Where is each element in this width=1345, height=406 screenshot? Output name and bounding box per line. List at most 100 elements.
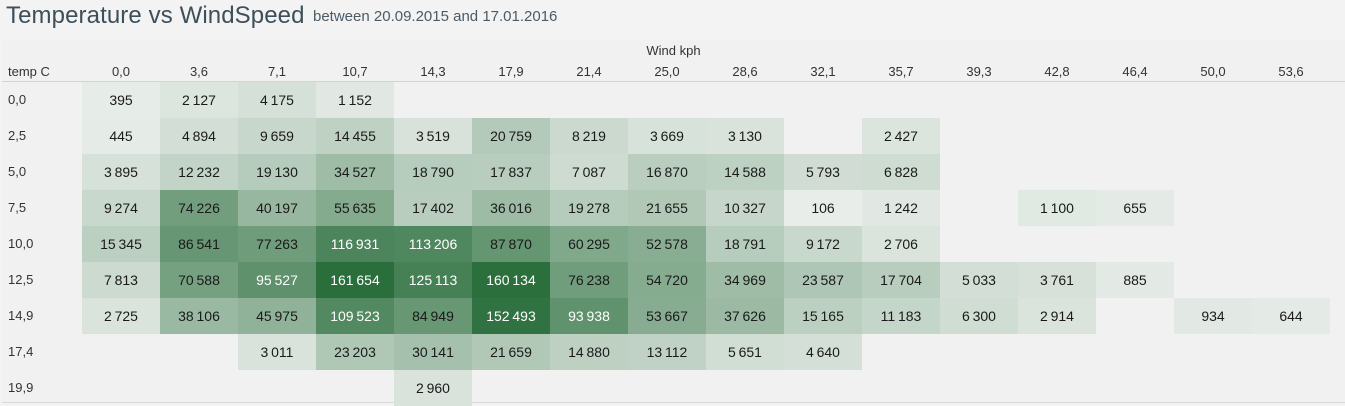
- heatmap-cell[interactable]: 53 667: [628, 298, 706, 334]
- heatmap-cell[interactable]: 19 130: [238, 154, 316, 190]
- heatmap-cell[interactable]: 934: [1174, 298, 1252, 334]
- heatmap-cell[interactable]: 7 813: [82, 262, 160, 298]
- heatmap-cell[interactable]: 6 828: [862, 154, 940, 190]
- heatmap-cell[interactable]: 38 106: [160, 298, 238, 334]
- heatmap-cell[interactable]: 116 931: [316, 226, 394, 262]
- heatmap-cell[interactable]: 9 274: [82, 190, 160, 226]
- heatmap-cell[interactable]: 36 016: [472, 190, 550, 226]
- heatmap-cell[interactable]: 9 659: [238, 118, 316, 154]
- heatmap-cell[interactable]: 54 720: [628, 262, 706, 298]
- heatmap-cell[interactable]: 12 232: [160, 154, 238, 190]
- y-tick-label: 10,0: [8, 236, 34, 251]
- heatmap-cell[interactable]: 52 578: [628, 226, 706, 262]
- heatmap-cell[interactable]: 655: [1096, 190, 1174, 226]
- x-tick-label: 7,1: [267, 64, 287, 79]
- heatmap-cell[interactable]: 70 588: [160, 262, 238, 298]
- y-tick-label: 17,4: [8, 344, 34, 359]
- heatmap-cell[interactable]: 14 880: [550, 334, 628, 370]
- heatmap-cell[interactable]: 2 725: [82, 298, 160, 334]
- heatmap-cell[interactable]: 14 588: [706, 154, 784, 190]
- heatmap-cell[interactable]: 2 914: [1018, 298, 1096, 334]
- heatmap-cell[interactable]: 395: [82, 82, 160, 118]
- heatmap-cell[interactable]: 1 100: [1018, 190, 1096, 226]
- heatmap-cell[interactable]: 4 640: [784, 334, 862, 370]
- heatmap-cell[interactable]: 113 206: [394, 226, 472, 262]
- heatmap-cell[interactable]: 3 669: [628, 118, 706, 154]
- heatmap-cell[interactable]: 30 141: [394, 334, 472, 370]
- heatmap-cell[interactable]: 17 402: [394, 190, 472, 226]
- x-tick-label: 21,4: [576, 64, 602, 79]
- heatmap-cell[interactable]: 18 791: [706, 226, 784, 262]
- heatmap-cell[interactable]: 18 790: [394, 154, 472, 190]
- heatmap-cell[interactable]: 86 541: [160, 226, 238, 262]
- heatmap-cell[interactable]: 2 706: [862, 226, 940, 262]
- heatmap-cell[interactable]: 13 112: [628, 334, 706, 370]
- heatmap-cell[interactable]: 11 183: [862, 298, 940, 334]
- heatmap-cell[interactable]: 4 894: [160, 118, 238, 154]
- heatmap-cell[interactable]: 45 975: [238, 298, 316, 334]
- heatmap-cell[interactable]: 644: [1252, 298, 1330, 334]
- heatmap-cell[interactable]: 6 300: [940, 298, 1018, 334]
- heatmap-cell[interactable]: 34 527: [316, 154, 394, 190]
- heatmap-cell[interactable]: 93 938: [550, 298, 628, 334]
- heatmap-cell[interactable]: 14 455: [316, 118, 394, 154]
- heatmap-cell[interactable]: 160 134: [472, 262, 550, 298]
- y-axis-title: temp C: [8, 64, 50, 79]
- heatmap-cell[interactable]: 9 172: [784, 226, 862, 262]
- heatmap-cell[interactable]: 74 226: [160, 190, 238, 226]
- y-tick-label: 12,5: [8, 272, 34, 287]
- heatmap-cell[interactable]: 8 219: [550, 118, 628, 154]
- heatmap-cell[interactable]: 34 969: [706, 262, 784, 298]
- heatmap-cell[interactable]: 5 033: [940, 262, 1018, 298]
- heatmap-cell[interactable]: 87 870: [472, 226, 550, 262]
- heatmap-cell[interactable]: 20 759: [472, 118, 550, 154]
- heatmap-cell[interactable]: 15 345: [82, 226, 160, 262]
- heatmap-cell[interactable]: 23 203: [316, 334, 394, 370]
- heatmap-cell[interactable]: 77 263: [238, 226, 316, 262]
- heatmap-cell[interactable]: 84 949: [394, 298, 472, 334]
- x-tick-label: 28,6: [732, 64, 758, 79]
- heatmap-cell[interactable]: 3 761: [1018, 262, 1096, 298]
- heatmap-cell[interactable]: 76 238: [550, 262, 628, 298]
- heatmap-cell[interactable]: 95 527: [238, 262, 316, 298]
- heatmap-cell[interactable]: 885: [1096, 262, 1174, 298]
- heatmap-cell[interactable]: 125 113: [394, 262, 472, 298]
- heatmap-cell[interactable]: 23 587: [784, 262, 862, 298]
- heatmap-cell[interactable]: 10 327: [706, 190, 784, 226]
- heatmap-cell[interactable]: 5 651: [706, 334, 784, 370]
- heatmap-cell[interactable]: 3 011: [238, 334, 316, 370]
- heatmap-cell[interactable]: 109 523: [316, 298, 394, 334]
- heatmap-cell[interactable]: 1 242: [862, 190, 940, 226]
- heatmap-cell[interactable]: 161 654: [316, 262, 394, 298]
- heatmap-cell[interactable]: 5 793: [784, 154, 862, 190]
- heatmap-cell[interactable]: 2 427: [862, 118, 940, 154]
- heatmap-cell[interactable]: 17 704: [862, 262, 940, 298]
- heatmap-cell[interactable]: 4 175: [238, 82, 316, 118]
- heatmap-cell[interactable]: 1 152: [316, 82, 394, 118]
- x-tick-label: 17,9: [498, 64, 524, 79]
- heatmap-cell[interactable]: 3 519: [394, 118, 472, 154]
- heatmap-cell[interactable]: 21 659: [472, 334, 550, 370]
- heatmap-cell[interactable]: 17 837: [472, 154, 550, 190]
- heatmap-cell[interactable]: 55 635: [316, 190, 394, 226]
- heatmap-cell[interactable]: 19 278: [550, 190, 628, 226]
- heatmap-cell[interactable]: 152 493: [472, 298, 550, 334]
- heatmap-cell[interactable]: 15 165: [784, 298, 862, 334]
- heatmap-cell[interactable]: 60 295: [550, 226, 628, 262]
- heatmap-cell[interactable]: 3 895: [82, 154, 160, 190]
- heatmap-cell[interactable]: 2 960: [394, 370, 472, 406]
- heatmap-cell[interactable]: 16 870: [628, 154, 706, 190]
- heatmap-cell[interactable]: 2 127: [160, 82, 238, 118]
- page-title: Temperature vs WindSpeed: [6, 2, 305, 29]
- x-tick-label: 0,0: [111, 64, 131, 79]
- y-tick-label: 2,5: [8, 128, 27, 143]
- heatmap-cell[interactable]: 3 130: [706, 118, 784, 154]
- x-tick-label: 53,6: [1278, 64, 1304, 79]
- x-tick-label: 14,3: [420, 64, 446, 79]
- heatmap-cell[interactable]: 40 197: [238, 190, 316, 226]
- heatmap-cell[interactable]: 37 626: [706, 298, 784, 334]
- heatmap-cell[interactable]: 7 087: [550, 154, 628, 190]
- heatmap-cell[interactable]: 21 655: [628, 190, 706, 226]
- heatmap-cell[interactable]: 445: [82, 118, 160, 154]
- heatmap-cell[interactable]: 106: [784, 190, 862, 226]
